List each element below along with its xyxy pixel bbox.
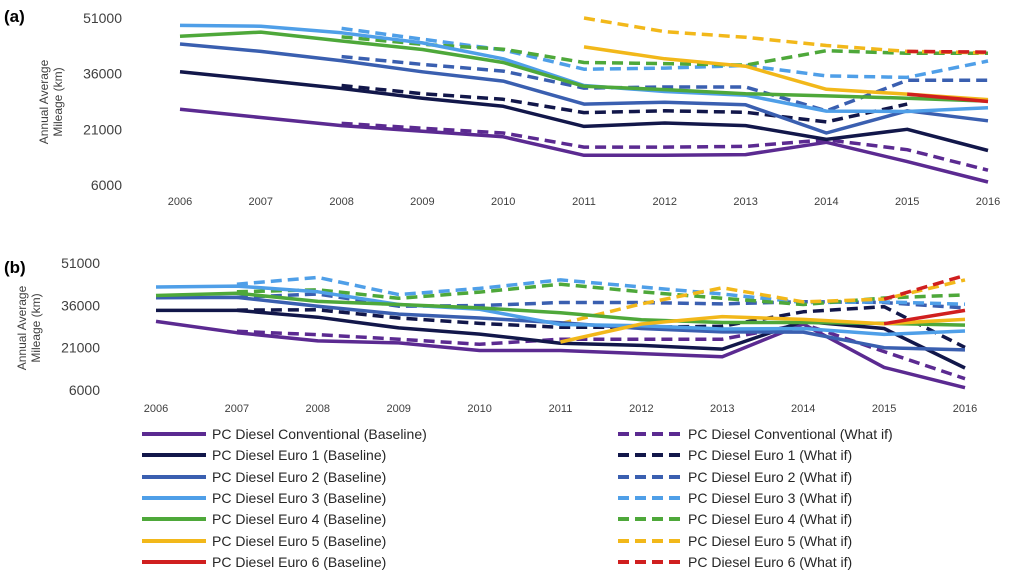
series-line: [341, 35, 988, 67]
series-line: [341, 54, 988, 113]
series-line: [341, 26, 989, 80]
x-tick-label: 2007: [249, 196, 273, 208]
series-line: [236, 282, 966, 307]
series-line: [179, 70, 989, 153]
x-tick-label: 2012: [629, 403, 653, 415]
series-line: [341, 83, 908, 124]
y-tick-label: 21000: [61, 340, 100, 356]
x-tick-label: 2007: [225, 403, 249, 415]
y-axis-label: Annual AverageMileage (km): [37, 59, 65, 144]
series-line: [179, 107, 989, 184]
series-line: [583, 16, 989, 55]
x-tick-label: 2016: [976, 196, 1000, 208]
series-line: [236, 322, 966, 381]
x-tick-label: 2006: [168, 196, 192, 208]
series-line: [907, 92, 989, 104]
panel-label: (a): [4, 7, 25, 26]
x-tick-label: 2010: [467, 403, 491, 415]
series-line: [155, 284, 966, 337]
x-tick-label: 2008: [306, 403, 330, 415]
series-line: [883, 308, 966, 326]
x-tick-label: 2013: [733, 196, 757, 208]
series-line: [155, 291, 966, 327]
x-tick-label: 2013: [710, 403, 734, 415]
x-tick-label: 2015: [895, 196, 919, 208]
series-line: [907, 49, 989, 54]
chart-panel: (b) Annual AverageMileage (km) 6000 21000 36…: [4, 255, 977, 415]
y-tick-label: 36000: [61, 297, 100, 313]
chart-panel: (a) Annual AverageMileage (km) 6000 21000 36…: [4, 7, 1000, 208]
x-tick-label: 2008: [329, 196, 353, 208]
series-line: [179, 30, 989, 103]
x-tick-label: 2014: [814, 196, 838, 208]
y-tick-label: 51000: [61, 255, 100, 271]
series-line: [883, 273, 966, 301]
x-tick-label: 2009: [386, 403, 410, 415]
x-tick-label: 2012: [653, 196, 677, 208]
x-tick-label: 2011: [549, 403, 573, 415]
panel-label: (b): [4, 258, 26, 277]
y-tick-label: 51000: [83, 10, 122, 26]
x-tick-label: 2016: [953, 403, 977, 415]
x-tick-label: 2009: [410, 196, 434, 208]
series-line: [179, 42, 989, 135]
series-line: [236, 292, 966, 310]
y-tick-label: 21000: [83, 121, 122, 137]
y-tick-label: 36000: [83, 66, 122, 82]
series-line: [560, 278, 966, 326]
y-tick-label: 6000: [69, 382, 100, 398]
x-tick-label: 2015: [872, 403, 896, 415]
x-tick-label: 2010: [491, 196, 515, 208]
y-tick-label: 6000: [91, 177, 122, 193]
x-tick-label: 2011: [572, 196, 596, 208]
y-axis-label: Annual AverageMileage (km): [15, 285, 43, 370]
series-line: [236, 275, 966, 306]
x-tick-label: 2006: [144, 403, 168, 415]
series-line: [341, 121, 989, 172]
x-tick-label: 2014: [791, 403, 815, 415]
